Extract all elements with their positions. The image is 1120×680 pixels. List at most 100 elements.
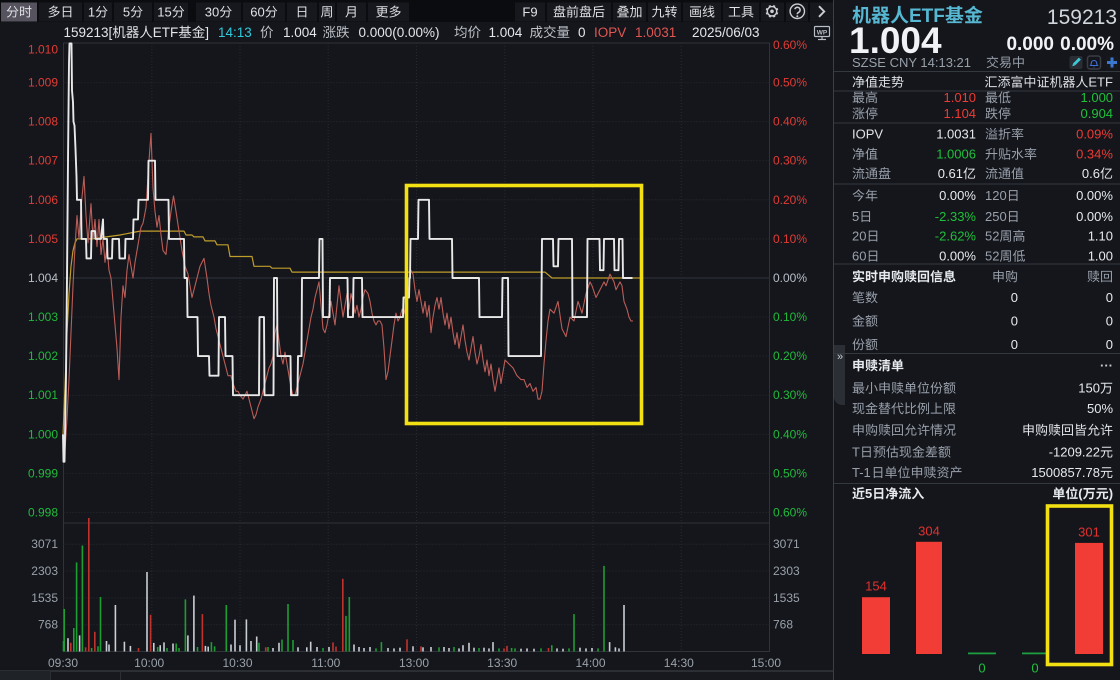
svg-text:SZSE CNY 14:13:21: SZSE CNY 14:13:21 (852, 55, 971, 70)
svg-text:154: 154 (865, 579, 887, 594)
svg-text:11:00: 11:00 (311, 656, 340, 670)
svg-text:1.00: 1.00 (1088, 249, 1113, 264)
svg-text:52: 52 (985, 249, 999, 264)
svg-text:301: 301 (1078, 524, 1100, 539)
svg-text:T: T (852, 445, 860, 460)
svg-text:1.004: 1.004 (849, 20, 942, 61)
svg-text:0.20%: 0.20% (773, 349, 807, 363)
svg-text:0.00%: 0.00% (773, 271, 807, 285)
svg-text:1.005: 1.005 (28, 232, 58, 246)
svg-text:1.000: 1.000 (1081, 90, 1114, 105)
svg-text:0: 0 (578, 25, 586, 40)
svg-text:···: ··· (1100, 358, 1113, 373)
svg-text:0.50%: 0.50% (773, 76, 807, 90)
svg-text:1.0031: 1.0031 (635, 25, 676, 40)
svg-text:0.40%: 0.40% (773, 115, 807, 129)
svg-text:150: 150 (1078, 381, 1100, 396)
svg-text:5: 5 (865, 486, 872, 501)
svg-text:0.998: 0.998 (28, 506, 58, 520)
svg-text:09:30: 09:30 (48, 656, 78, 670)
svg-text:0: 0 (1011, 337, 1018, 352)
svg-text:1.0031: 1.0031 (936, 127, 976, 142)
svg-text:IOPV: IOPV (852, 127, 883, 142)
svg-text:1: 1 (88, 5, 95, 20)
svg-text:2303: 2303 (773, 564, 800, 578)
svg-text:14:13: 14:13 (218, 25, 252, 40)
svg-text:0.000(0.00%): 0.000(0.00%) (359, 25, 440, 40)
svg-text:T-1: T-1 (852, 465, 871, 480)
svg-text:0.904: 0.904 (1081, 106, 1114, 121)
svg-text:1.008: 1.008 (28, 115, 58, 129)
svg-text:»: » (837, 351, 843, 363)
svg-text:0.61: 0.61 (938, 166, 963, 181)
svg-text:-1209.22: -1209.22 (1049, 445, 1100, 460)
svg-text:(: ( (1078, 486, 1083, 501)
svg-text:0: 0 (1106, 290, 1113, 305)
svg-text:768: 768 (773, 618, 793, 632)
svg-text:0: 0 (1106, 337, 1113, 352)
svg-text:0: 0 (1031, 661, 1038, 676)
svg-text:0.60%: 0.60% (773, 506, 807, 520)
svg-text:0.00%: 0.00% (1076, 209, 1113, 224)
svg-text:1.004: 1.004 (489, 25, 523, 40)
svg-text:1.10: 1.10 (1088, 229, 1113, 244)
svg-text:14:00: 14:00 (575, 656, 605, 670)
svg-text:10:00: 10:00 (134, 656, 164, 670)
svg-text:52: 52 (985, 229, 999, 244)
svg-text:20: 20 (852, 229, 866, 244)
svg-text:50%: 50% (1087, 401, 1113, 416)
svg-text:1.007: 1.007 (28, 154, 58, 168)
svg-text:159213: 159213 (1047, 6, 1117, 29)
svg-text:13:00: 13:00 (399, 656, 429, 670)
svg-text:0.6: 0.6 (1082, 166, 1100, 181)
svg-text:]: ] (205, 25, 209, 40)
svg-text:0: 0 (978, 661, 985, 676)
svg-text:0.00%: 0.00% (939, 188, 976, 203)
svg-text:-2.62%: -2.62% (935, 229, 977, 244)
svg-text:1.004: 1.004 (28, 271, 58, 285)
svg-text:304: 304 (918, 523, 940, 538)
svg-text:5: 5 (852, 209, 859, 224)
svg-text:0.30%: 0.30% (773, 154, 807, 168)
svg-text:14:30: 14:30 (664, 656, 694, 670)
svg-text:0.00%: 0.00% (1076, 188, 1113, 203)
svg-text:1535: 1535 (31, 591, 58, 605)
svg-text:1.006: 1.006 (28, 193, 58, 207)
svg-text:1.010: 1.010 (28, 43, 58, 57)
svg-text:0: 0 (1011, 290, 1018, 305)
svg-text:1.000: 1.000 (28, 427, 58, 441)
svg-text:0.00%: 0.00% (1060, 34, 1114, 55)
svg-text:2303: 2303 (31, 564, 58, 578)
svg-text:30: 30 (205, 5, 219, 20)
svg-text:F9: F9 (522, 5, 537, 20)
svg-text:0.00%: 0.00% (939, 249, 976, 264)
svg-text:15:00: 15:00 (751, 656, 781, 670)
svg-text:60: 60 (250, 5, 264, 20)
svg-text:0.999: 0.999 (28, 466, 58, 480)
svg-text:0.09%: 0.09% (1076, 127, 1113, 142)
svg-text:0.34%: 0.34% (1076, 147, 1113, 162)
svg-text:IOPV: IOPV (594, 25, 626, 40)
svg-text:0: 0 (1011, 314, 1018, 329)
svg-text:3071: 3071 (31, 537, 58, 551)
svg-text:0.40%: 0.40% (773, 427, 807, 441)
svg-text:10:30: 10:30 (222, 656, 252, 670)
svg-text:1.0006: 1.0006 (936, 147, 976, 162)
svg-text:0.30%: 0.30% (773, 388, 807, 402)
svg-text:): ) (1109, 486, 1113, 501)
svg-text:1535: 1535 (773, 591, 800, 605)
svg-text:1.004: 1.004 (283, 25, 317, 40)
svg-text:1.001: 1.001 (28, 388, 58, 402)
svg-text:WP: WP (817, 30, 828, 37)
svg-text:1.009: 1.009 (28, 76, 58, 90)
svg-text:768: 768 (38, 618, 58, 632)
svg-text:ETF: ETF (153, 25, 179, 40)
svg-text:ETF: ETF (909, 6, 945, 27)
svg-text:15: 15 (157, 5, 171, 20)
svg-text:0.000: 0.000 (1006, 34, 1054, 55)
svg-text:120: 120 (985, 188, 1007, 203)
svg-text:13:30: 13:30 (487, 656, 517, 670)
svg-text:5: 5 (123, 5, 130, 20)
svg-text:0: 0 (1106, 314, 1113, 329)
svg-text:ETF: ETF (1088, 75, 1113, 90)
